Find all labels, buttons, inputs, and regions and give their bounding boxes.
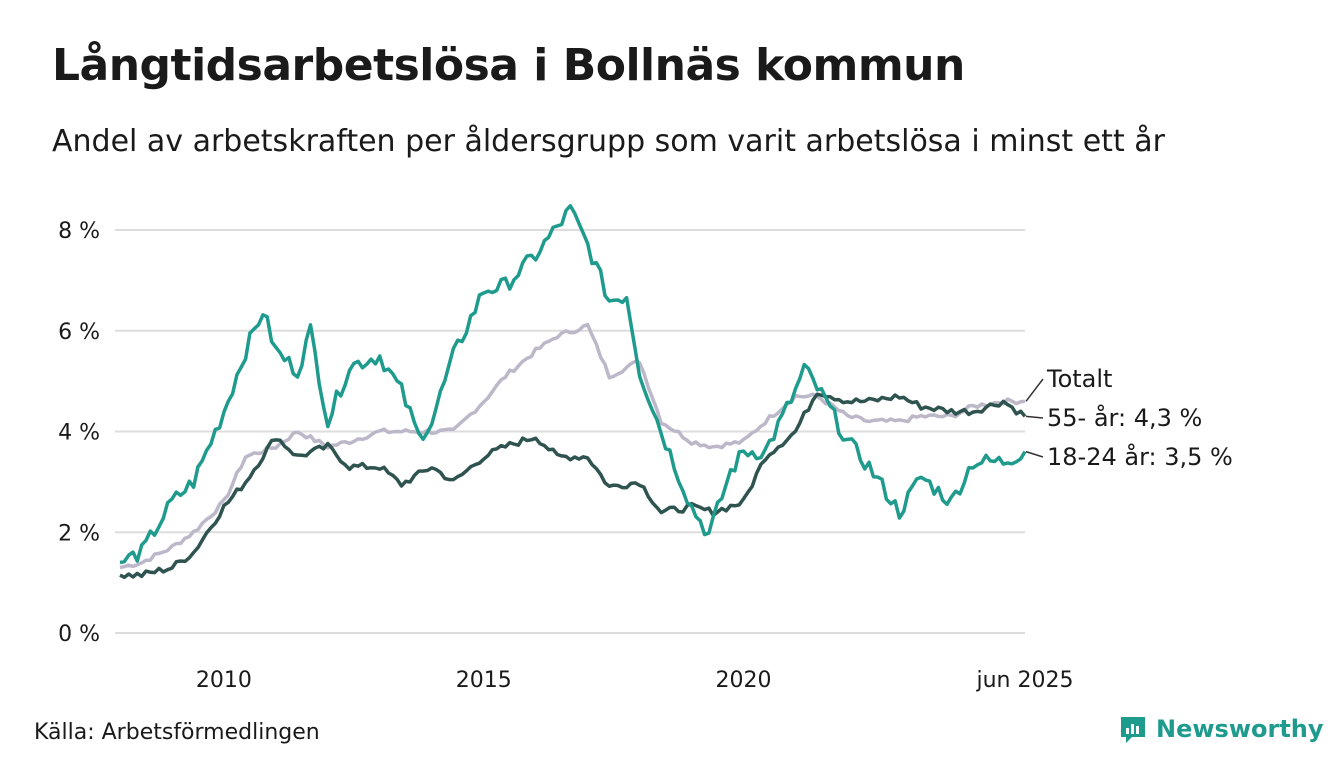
series-end-label: 55- år: 4,3 %	[1047, 403, 1202, 432]
y-tick-label: 0 %	[58, 622, 100, 647]
y-tick-label: 2 %	[58, 521, 100, 546]
label-leader-line	[1025, 415, 1044, 419]
x-tick-label: jun 2025	[976, 668, 1074, 693]
series-labels: Totalt 55- år: 4,3 % 18-24 år: 3,5 %	[1025, 365, 1233, 471]
chart-title: Långtidsarbetslösa i Bollnäs kommun	[52, 40, 965, 91]
source-note: Källa: Arbetsförmedlingen	[34, 720, 320, 745]
y-tick-label: 4 %	[58, 421, 100, 446]
y-tick-label: 6 %	[58, 320, 100, 345]
series-end-label: Totalt	[1046, 365, 1112, 393]
x-tick-label: 2015	[456, 668, 512, 693]
series-line	[119, 204, 1027, 565]
series-line	[119, 392, 1027, 580]
x-tick-label: 2020	[716, 668, 772, 693]
y-axis: 0 % 2 % 4 % 6 % 8 %	[58, 219, 100, 647]
grid-layer	[115, 229, 1025, 634]
label-leader-line	[1025, 378, 1044, 402]
brand-name: Newsworthy	[1156, 715, 1324, 743]
y-tick-label: 8 %	[58, 219, 100, 244]
series-layer	[119, 204, 1027, 580]
series-line	[119, 322, 1026, 570]
x-tick-label: 2010	[196, 668, 252, 693]
series-end-label: 18-24 år: 3,5 %	[1047, 442, 1233, 471]
label-leader-line	[1025, 450, 1044, 458]
chart-subtitle: Andel av arbetskraften per åldersgrupp s…	[52, 124, 1165, 159]
brand-logo: Newsworthy	[1118, 714, 1324, 744]
x-axis: 2010 2015 2020 jun 2025	[196, 668, 1074, 693]
newsworthy-logo-icon	[1121, 717, 1145, 743]
